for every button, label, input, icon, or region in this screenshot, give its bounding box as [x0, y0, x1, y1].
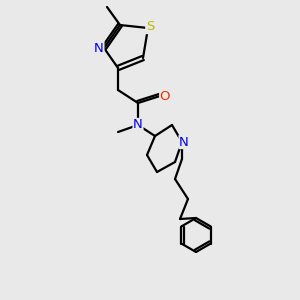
Text: O: O [160, 89, 170, 103]
Text: S: S [146, 20, 154, 34]
Text: N: N [94, 41, 104, 55]
Text: N: N [133, 118, 143, 131]
Text: N: N [179, 136, 189, 148]
